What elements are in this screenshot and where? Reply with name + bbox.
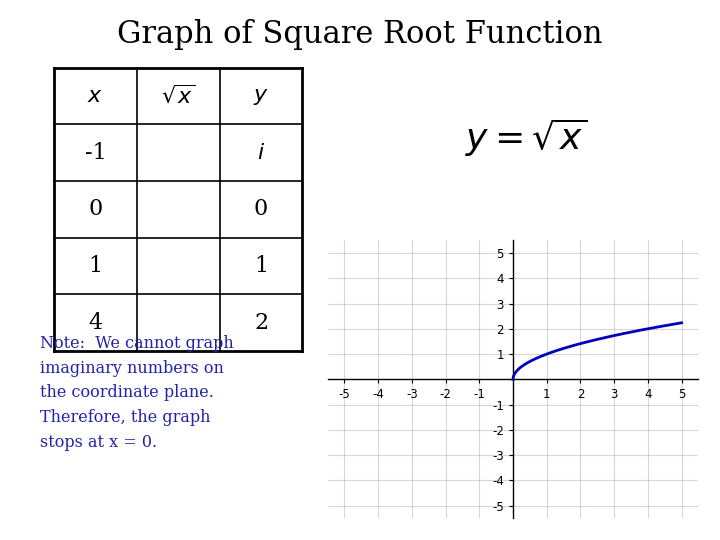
Text: -1: -1 <box>84 141 107 164</box>
Text: $y = \sqrt{x}$: $y = \sqrt{x}$ <box>464 117 587 159</box>
Text: 2: 2 <box>254 312 268 334</box>
Text: 0: 0 <box>254 198 268 220</box>
Text: 4: 4 <box>89 312 102 334</box>
Text: $\sqrt{x}$: $\sqrt{x}$ <box>161 84 196 107</box>
Text: 1: 1 <box>89 255 102 277</box>
Text: $x$: $x$ <box>87 85 104 107</box>
Text: $i$: $i$ <box>257 141 265 164</box>
Text: 1: 1 <box>254 255 268 277</box>
Text: Graph of Square Root Function: Graph of Square Root Function <box>117 19 603 50</box>
Text: $y$: $y$ <box>253 85 269 107</box>
Text: 0: 0 <box>89 198 102 220</box>
Text: Note:  We cannot graph
imaginary numbers on
the coordinate plane.
Therefore, the: Note: We cannot graph imaginary numbers … <box>40 335 233 451</box>
